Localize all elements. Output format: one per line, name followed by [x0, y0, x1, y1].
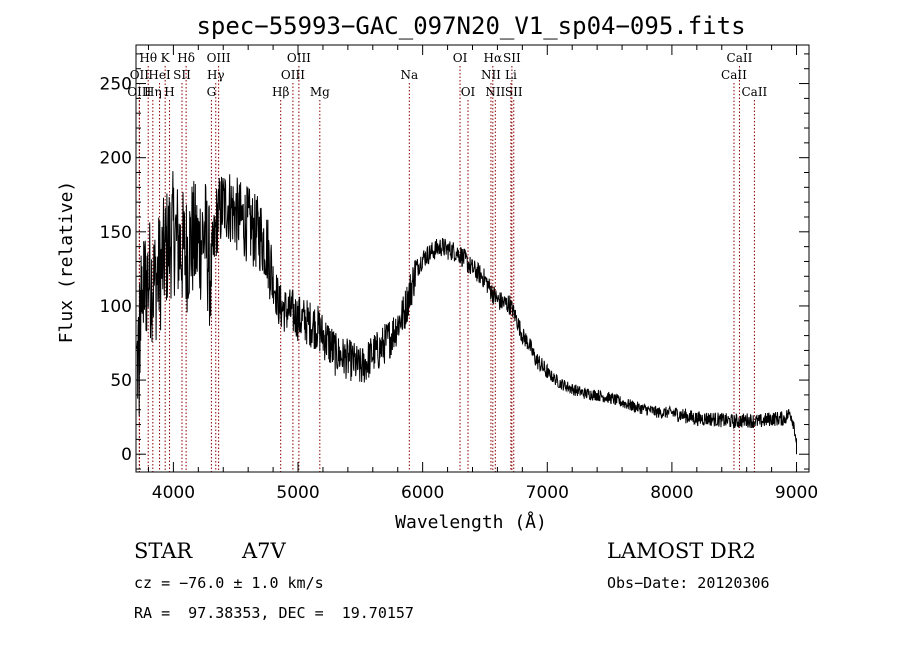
spectral-line-label: Hη: [144, 85, 162, 99]
coordinates: RA = 97.38353, DEC = 19.70157: [134, 604, 414, 622]
redshift-cz: cz = −76.0 ± 1.0 km/s: [134, 574, 324, 592]
spectral-line-label: Mg: [310, 85, 330, 99]
spectral-line-label: CaII: [727, 51, 753, 65]
spectral-line-label: OIII: [127, 85, 151, 99]
x-tick-label: 7000: [526, 483, 569, 503]
spectral-line-label: NII: [481, 68, 501, 82]
x-tick-label: 8000: [650, 483, 693, 503]
spectrum-series-line: [136, 171, 797, 455]
x-tick-label: 4000: [152, 483, 195, 503]
spectral-line-label: H: [164, 85, 174, 99]
object-class: STAR: [134, 539, 193, 563]
x-tick-label: 6000: [401, 483, 444, 503]
spectral-line-label: HeI: [148, 68, 171, 82]
spectral-line-label: OIII: [281, 68, 305, 82]
spectral-line-label: Hβ: [272, 85, 289, 99]
x-tick-label: 5000: [276, 483, 319, 503]
plot-frame: [135, 44, 810, 473]
chart-title: spec−55993−GAC_097N20_V1_sp04−095.fits: [196, 12, 745, 40]
spectral-line-labels: Hθ OII OIII K HeI Hη H SII Hδ OIII Hγ G Hβ OIII OIII Mg…: [127, 51, 767, 99]
spectral-line-label: K: [161, 51, 171, 65]
y-tick-label: 0: [121, 445, 132, 465]
survey-name: LAMOST DR2: [607, 539, 756, 563]
spectral-line-label: NII: [485, 85, 505, 99]
spectral-line-label: SII: [173, 68, 191, 82]
x-axis-label: Wavelength (Å): [395, 511, 547, 533]
y-tick-label: 150: [100, 223, 132, 243]
spectral-line-label: OI: [461, 85, 476, 99]
spectral-line-label: OII: [130, 68, 150, 82]
x-tick-label: 9000: [775, 483, 818, 503]
y-tick-label: 200: [100, 149, 132, 169]
spectral-line-markers: [138, 66, 755, 472]
spectral-line-label: CaII: [741, 85, 767, 99]
spectral-line-label: CaII: [721, 68, 747, 82]
spectral-line-label: G: [207, 85, 217, 99]
spectral-subclass: A7V: [242, 539, 286, 563]
spectral-line-label: OIII: [207, 51, 231, 65]
x-axis: 4000 5000 6000 7000 8000 9000: [147, 45, 818, 503]
spectral-line-label: Hα: [484, 51, 503, 65]
spectral-line-label: Hθ: [139, 51, 157, 65]
y-tick-label: 50: [110, 371, 132, 391]
y-axis: 0 50 100 150 200 250: [100, 53, 809, 470]
spectral-line-label: SII: [503, 51, 521, 65]
spectral-line-label: SII: [505, 85, 523, 99]
spectral-line-label: OIII: [287, 51, 311, 65]
y-tick-label: 250: [100, 75, 132, 95]
spectral-line-label: Hγ: [207, 68, 225, 82]
observation-date: Obs−Date: 20120306: [607, 574, 770, 592]
y-axis-label: Flux (relative): [56, 181, 77, 344]
spectral-line-label: OI: [453, 51, 468, 65]
spectral-line-label: Li: [505, 68, 517, 82]
spectral-line-label: Hδ: [177, 51, 195, 65]
y-tick-label: 100: [100, 297, 132, 317]
spectral-line-label: Na: [400, 68, 418, 82]
